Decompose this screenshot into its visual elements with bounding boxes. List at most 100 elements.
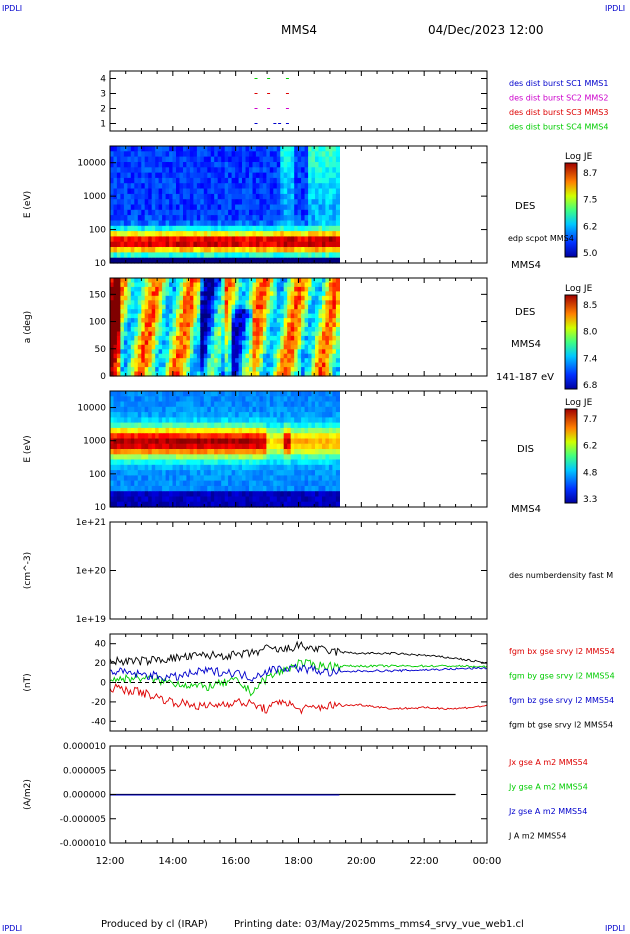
heatmap-cell — [151, 433, 156, 440]
heatmap-cell — [308, 327, 313, 333]
heatmap-cell — [196, 367, 201, 373]
heatmap-cell — [155, 241, 160, 248]
heatmap-cell — [141, 358, 146, 364]
heatmap-cell — [165, 193, 170, 200]
heatmap-cell — [127, 327, 132, 333]
heatmap-cell — [280, 427, 285, 434]
heatmap-cell — [224, 282, 229, 288]
heatmap-cell — [196, 340, 201, 346]
heatmap-cell — [259, 362, 264, 368]
heatmap-cell — [200, 412, 205, 418]
heatmap-cell — [214, 286, 219, 292]
heatmap-cell — [116, 313, 121, 319]
heatmap-cell — [196, 335, 201, 341]
heatmap-cell — [207, 367, 212, 373]
heatmap-cell — [235, 291, 240, 297]
heatmap-cell — [130, 367, 135, 373]
heatmap-cell — [301, 496, 306, 503]
heatmap-cell — [134, 309, 139, 315]
heatmap-cell — [176, 322, 181, 328]
heatmap-cell — [235, 485, 240, 492]
heatmap-cell — [165, 371, 170, 377]
heatmap-cell — [203, 172, 208, 179]
heatmap-cell — [158, 340, 163, 346]
heatmap-cell — [245, 406, 250, 413]
heatmap-cell — [283, 282, 288, 288]
heatmap-cell — [113, 335, 118, 341]
heatmap-cell — [273, 167, 278, 174]
heatmap-cell — [290, 396, 295, 403]
heatmap-cell — [214, 417, 219, 424]
heatmap-cell — [276, 433, 281, 440]
heatmap-cell — [318, 454, 323, 461]
heatmap-cell — [224, 480, 229, 487]
heatmap-cell — [183, 204, 188, 211]
heatmap-cell — [203, 362, 208, 368]
heatmap-cell — [221, 183, 226, 190]
heatmap-cell — [169, 422, 174, 429]
heatmap-cell — [287, 367, 292, 373]
heatmap-cell — [151, 199, 156, 206]
heatmap-cell — [280, 362, 285, 368]
heatmap-cell — [137, 199, 142, 206]
heatmap-cell — [179, 177, 184, 184]
heatmap-cell — [294, 459, 299, 466]
heatmap-cell — [273, 427, 278, 434]
heatmap-cell — [311, 162, 316, 168]
heatmap-cell — [172, 252, 177, 259]
heatmap-cell — [273, 183, 278, 190]
heatmap-cell — [238, 204, 243, 211]
heatmap-cell — [283, 396, 288, 403]
heatmap-cell — [162, 412, 167, 418]
heatmap-cell — [235, 199, 240, 206]
heatmap-cell — [294, 353, 299, 359]
heatmap-cell — [238, 177, 243, 184]
heatmap-cell — [297, 362, 302, 368]
heatmap-cell — [165, 322, 170, 328]
heatmap-cell — [283, 236, 288, 243]
heatmap-cell — [141, 313, 146, 319]
heatmap-cell — [217, 401, 222, 408]
heatmap-cell — [266, 327, 271, 333]
heatmap-cell — [259, 367, 264, 373]
heatmap-cell — [151, 151, 156, 158]
heatmap-cell — [151, 300, 156, 306]
heatmap-cell — [123, 496, 128, 503]
heatmap-cell — [134, 454, 139, 461]
heatmap-cell — [315, 335, 320, 341]
heatmap-cell — [301, 252, 306, 259]
heatmap-cell — [141, 501, 146, 508]
heatmap-cell — [224, 353, 229, 359]
heatmap-cell — [308, 331, 313, 337]
heatmap-cell — [235, 438, 240, 445]
heatmap-cell — [162, 335, 167, 341]
heatmap-cell — [325, 443, 330, 450]
heatmap-cell — [116, 449, 121, 455]
heatmap-cell — [332, 362, 337, 368]
heatmap-cell — [210, 412, 215, 418]
heatmap-cell — [262, 236, 267, 243]
heatmap-cell — [332, 433, 337, 440]
heatmap-cell — [221, 401, 226, 408]
heatmap-cell — [130, 209, 135, 216]
heatmap-cell — [151, 438, 156, 445]
heatmap-cell — [325, 247, 330, 253]
heatmap-cell — [322, 193, 327, 200]
heatmap-cell — [134, 449, 139, 455]
heatmap-cell — [304, 162, 309, 168]
heatmap-cell — [207, 459, 212, 466]
heatmap-cell — [325, 417, 330, 424]
heatmap-cell — [186, 304, 191, 310]
heatmap-cell — [245, 225, 250, 232]
heatmap-cell — [262, 162, 267, 168]
heatmap-cell — [231, 501, 236, 508]
heatmap-cell — [207, 406, 212, 413]
heatmap-cell — [155, 247, 160, 253]
heatmap-cell — [169, 496, 174, 503]
heatmap-cell — [203, 309, 208, 315]
heatmap-cell — [259, 496, 264, 503]
heatmap-cell — [301, 193, 306, 200]
heatmap-cell — [110, 501, 115, 508]
heatmap-cell — [179, 491, 184, 498]
heatmap-cell — [290, 278, 295, 284]
